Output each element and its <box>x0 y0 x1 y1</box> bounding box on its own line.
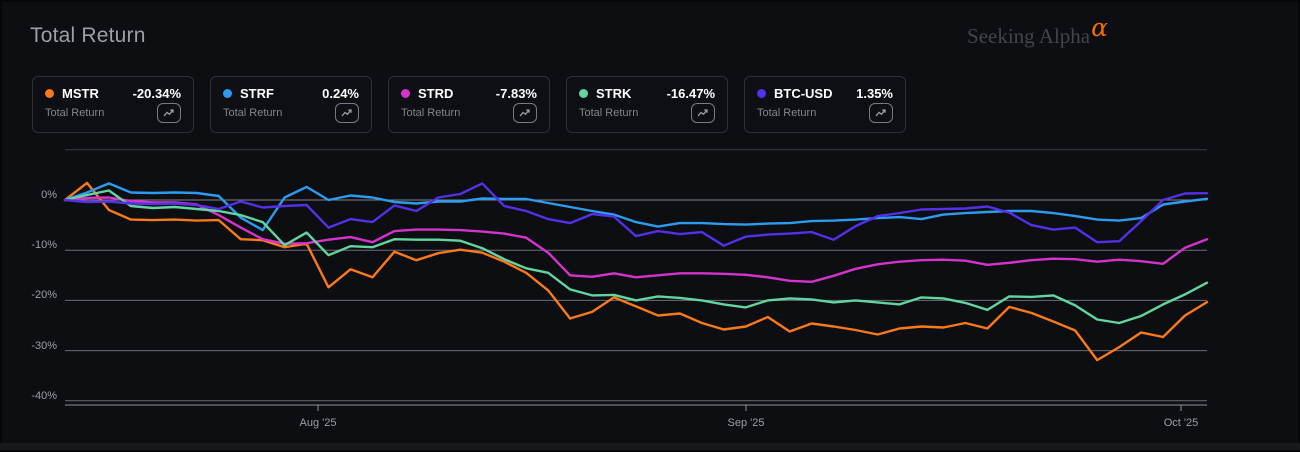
return-value: 1.35% <box>856 86 893 101</box>
x-axis-label-sep: Sep '25 <box>727 417 765 429</box>
return-value: 0.24% <box>322 86 359 101</box>
bottom-band <box>0 443 1300 450</box>
series-line-STRF[interactable] <box>63 182 1209 232</box>
trend-chart-icon[interactable] <box>157 103 181 123</box>
legend-card-mstr[interactable]: MSTR -20.34% Total Return <box>32 76 194 133</box>
y-axis-label-10: -10% <box>31 239 57 251</box>
return-value: -20.34% <box>132 86 181 101</box>
y-axis-label-20: -20% <box>31 289 57 301</box>
metric-label: Total Return <box>223 107 283 119</box>
return-value: -16.47% <box>666 86 715 101</box>
seeking-alpha-logo-text: Seeking Alpha <box>967 24 1091 48</box>
alpha-logo-icon: α <box>1091 13 1108 42</box>
y-axis-label-0: 0% <box>41 189 57 201</box>
ticker-label: BTC-USD <box>774 86 833 101</box>
legend-cards: MSTR -20.34% Total Return STRF 0.24% Tot… <box>32 76 906 133</box>
trend-chart-icon[interactable] <box>513 103 537 123</box>
total-return-widget: Total Return Seeking Alphaα MSTR -20.34%… <box>2 2 1298 443</box>
ticker-label: MSTR <box>62 86 99 101</box>
x-axis-label-aug: Aug '25 <box>299 417 337 429</box>
strk-color-dot-icon <box>579 89 588 98</box>
btc-usd-color-dot-icon <box>757 89 766 98</box>
legend-card-strk[interactable]: STRK -16.47% Total Return <box>566 76 728 133</box>
x-axis-label-oct: Oct '25 <box>1163 417 1199 429</box>
trend-chart-icon[interactable] <box>691 103 715 123</box>
mstr-color-dot-icon <box>45 89 54 98</box>
series-line-BTC-USD[interactable] <box>63 182 1209 247</box>
series-line-STRD[interactable] <box>63 196 1209 283</box>
series-line-STRK[interactable] <box>63 189 1209 325</box>
return-value: -7.83% <box>495 86 537 101</box>
y-axis-label-40: -40% <box>31 390 57 402</box>
metric-label: Total Return <box>45 107 105 119</box>
legend-card-strf[interactable]: STRF 0.24% Total Return <box>210 76 372 133</box>
seeking-alpha-watermark: Seeking Alphaα <box>967 13 1108 49</box>
y-axis-label-30: -30% <box>31 340 57 352</box>
ticker-label: STRK <box>596 86 632 101</box>
trend-chart-icon[interactable] <box>335 103 359 123</box>
metric-label: Total Return <box>757 107 817 119</box>
page-title: Total Return <box>30 24 146 47</box>
strf-color-dot-icon <box>223 89 232 98</box>
series-line-MSTR[interactable] <box>63 181 1209 362</box>
ticker-label: STRD <box>418 86 454 101</box>
metric-label: Total Return <box>579 107 639 119</box>
ticker-label: STRF <box>240 86 274 101</box>
legend-card-strd[interactable]: STRD -7.83% Total Return <box>388 76 550 133</box>
metric-label: Total Return <box>401 107 461 119</box>
legend-card-btc-usd[interactable]: BTC-USD 1.35% Total Return <box>744 76 906 133</box>
trend-chart-icon[interactable] <box>869 103 893 123</box>
strd-color-dot-icon <box>401 89 410 98</box>
